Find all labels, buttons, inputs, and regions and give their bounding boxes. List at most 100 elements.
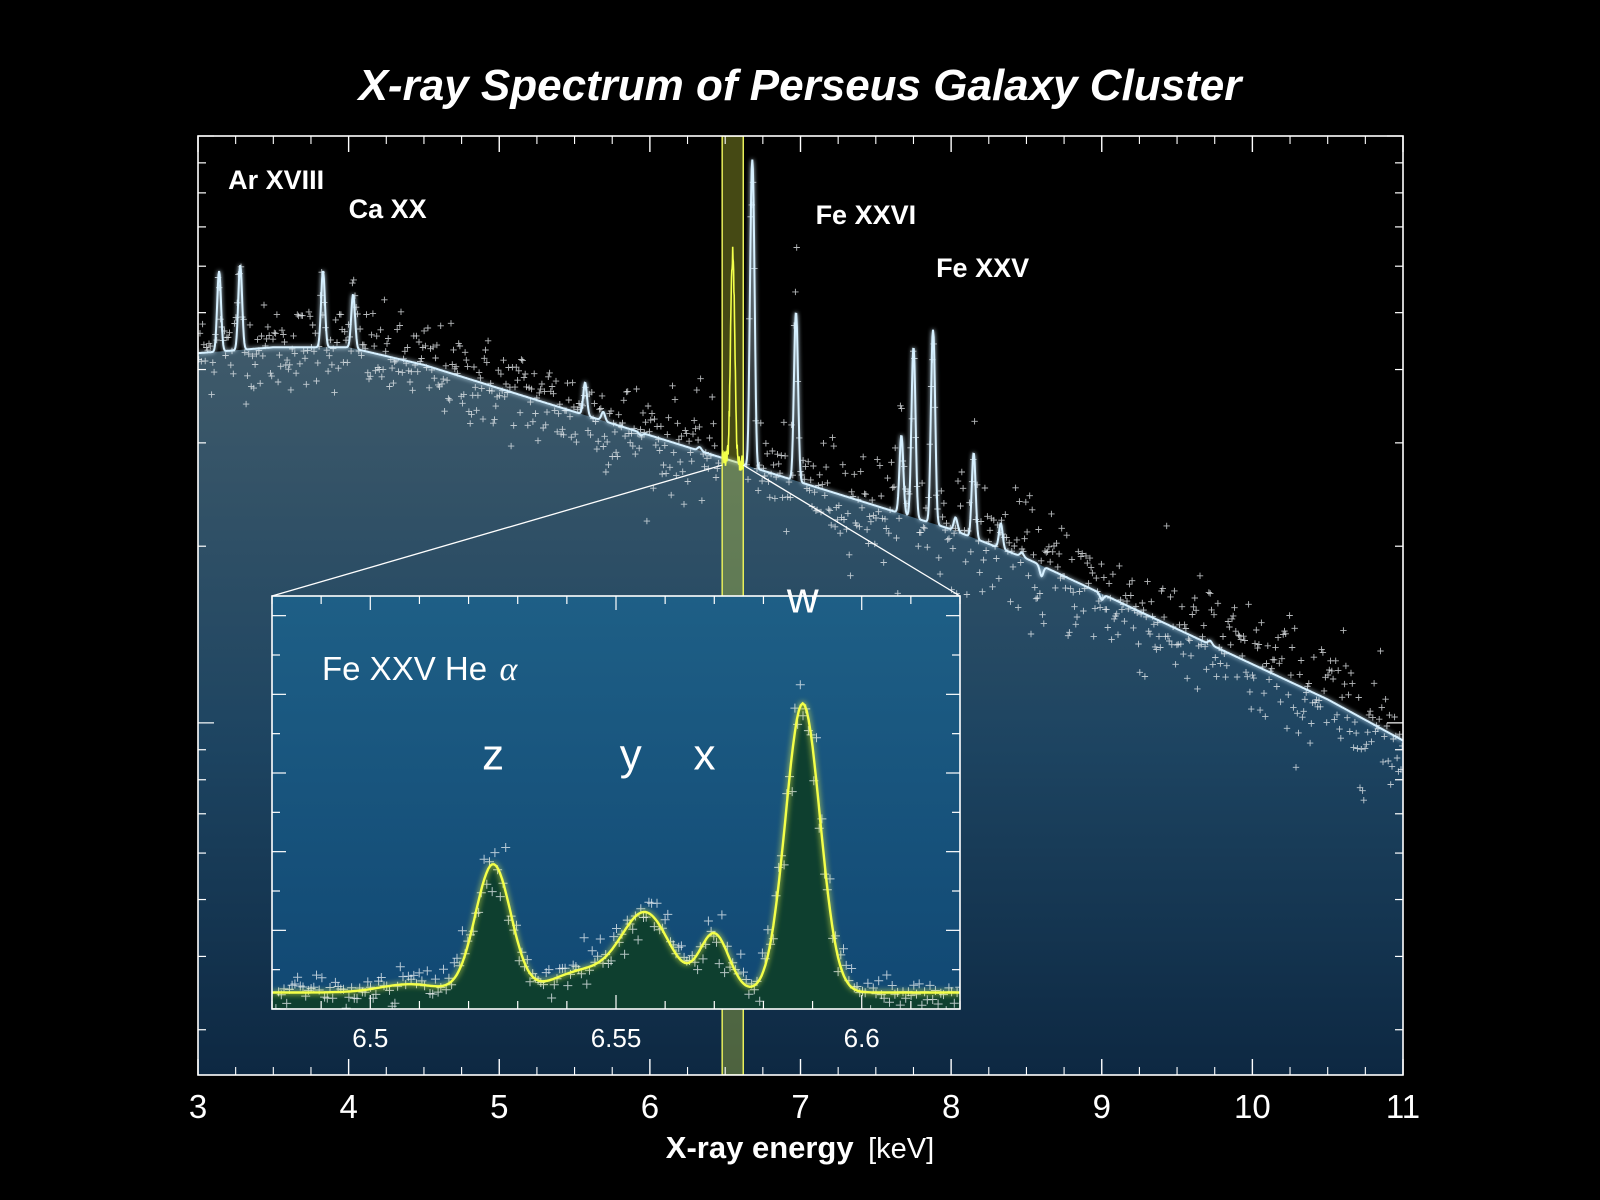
- data-point: [781, 452, 789, 460]
- data-point: [675, 436, 683, 443]
- data-point: [980, 556, 987, 564]
- data-point: [327, 336, 334, 344]
- data-point: [225, 334, 232, 341]
- data-point: [424, 324, 432, 332]
- data-point: [787, 494, 794, 501]
- data-point: [785, 478, 793, 486]
- data-point: [846, 551, 853, 558]
- data-point: [587, 431, 594, 439]
- data-point: [1038, 557, 1045, 564]
- data-point: [1166, 637, 1173, 645]
- data-point: [566, 413, 574, 420]
- data-point: [1002, 511, 1009, 518]
- data-point: [294, 311, 301, 318]
- data-point: [958, 468, 965, 476]
- data-point: [624, 388, 631, 395]
- data-point: [990, 516, 997, 524]
- inset-data-point: [812, 733, 821, 743]
- data-point: [881, 515, 889, 523]
- inset-data-point: [912, 989, 921, 999]
- zoom-line-right: [742, 464, 961, 597]
- data-point: [1342, 662, 1350, 670]
- data-point: [276, 351, 283, 359]
- data-point: [303, 381, 310, 388]
- inset-data-point: [887, 981, 897, 990]
- data-point: [408, 368, 415, 375]
- data-point: [989, 583, 996, 590]
- data-point: [203, 344, 210, 351]
- data-point: [1050, 542, 1058, 550]
- data-point: [1018, 545, 1026, 553]
- data-point: [1337, 735, 1344, 742]
- data-point: [1341, 680, 1348, 688]
- data-point: [360, 341, 368, 348]
- data-point: [701, 463, 708, 470]
- data-point: [260, 301, 268, 309]
- data-point: [310, 348, 318, 355]
- data-point: [299, 312, 306, 319]
- data-point: [1077, 553, 1085, 560]
- data-point: [1399, 742, 1403, 750]
- inset-data-point: [514, 956, 524, 966]
- data-point: [1369, 714, 1376, 721]
- data-point: [1272, 644, 1279, 651]
- data-point: [1350, 744, 1357, 751]
- data-point: [518, 356, 525, 363]
- inset-data-point: [868, 983, 878, 993]
- data-point: [692, 425, 699, 432]
- data-point: [395, 368, 402, 375]
- data-point: [515, 367, 522, 374]
- data-point: [382, 348, 389, 355]
- data-point: [1146, 630, 1154, 638]
- data-point: [1194, 685, 1201, 693]
- data-point: [962, 558, 969, 565]
- data-point: [680, 501, 688, 508]
- data-point: [944, 536, 951, 543]
- data-point: [1346, 728, 1353, 735]
- data-point: [378, 373, 385, 380]
- data-point: [328, 361, 336, 368]
- data-point: [793, 244, 800, 251]
- data-point: [691, 417, 698, 424]
- data-point: [1108, 636, 1115, 643]
- data-point: [1363, 741, 1370, 748]
- data-point: [291, 350, 298, 357]
- inset-data-point: [757, 948, 767, 958]
- data-point: [1288, 644, 1296, 651]
- data-point: [664, 431, 671, 438]
- data-point: [1251, 640, 1259, 647]
- data-point: [888, 459, 895, 466]
- data-point: [1239, 652, 1246, 660]
- data-point: [1276, 660, 1283, 667]
- data-point: [570, 403, 578, 411]
- data-point: [1241, 637, 1248, 644]
- data-point: [1305, 680, 1312, 687]
- data-point: [1031, 584, 1038, 591]
- data-point: [828, 521, 835, 529]
- inset-data-point: [544, 965, 554, 975]
- data-point: [344, 359, 351, 366]
- data-point: [820, 440, 827, 447]
- data-point: [455, 340, 462, 347]
- data-point: [1377, 647, 1384, 655]
- data-point: [1163, 522, 1170, 530]
- data-point: [363, 311, 370, 318]
- x-axis-label: X-ray energy [keV]: [666, 1130, 934, 1165]
- data-point: [967, 548, 974, 555]
- data-point: [1127, 592, 1134, 599]
- data-point: [1043, 549, 1050, 556]
- data-point: [1388, 763, 1396, 770]
- data-point: [1213, 673, 1220, 680]
- data-point: [1182, 625, 1190, 632]
- x-tick-labels: 3 4 5 6 7 8 9 10 11: [189, 1088, 1420, 1125]
- inset-data-point: [714, 959, 724, 969]
- data-point: [272, 330, 279, 337]
- data-point: [397, 308, 405, 315]
- data-point: [1344, 714, 1351, 721]
- data-point: [807, 476, 814, 484]
- data-point: [1039, 611, 1046, 618]
- data-point: [863, 526, 871, 533]
- inset-data-point: [717, 910, 727, 920]
- data-point: [473, 407, 480, 414]
- data-point: [497, 370, 505, 378]
